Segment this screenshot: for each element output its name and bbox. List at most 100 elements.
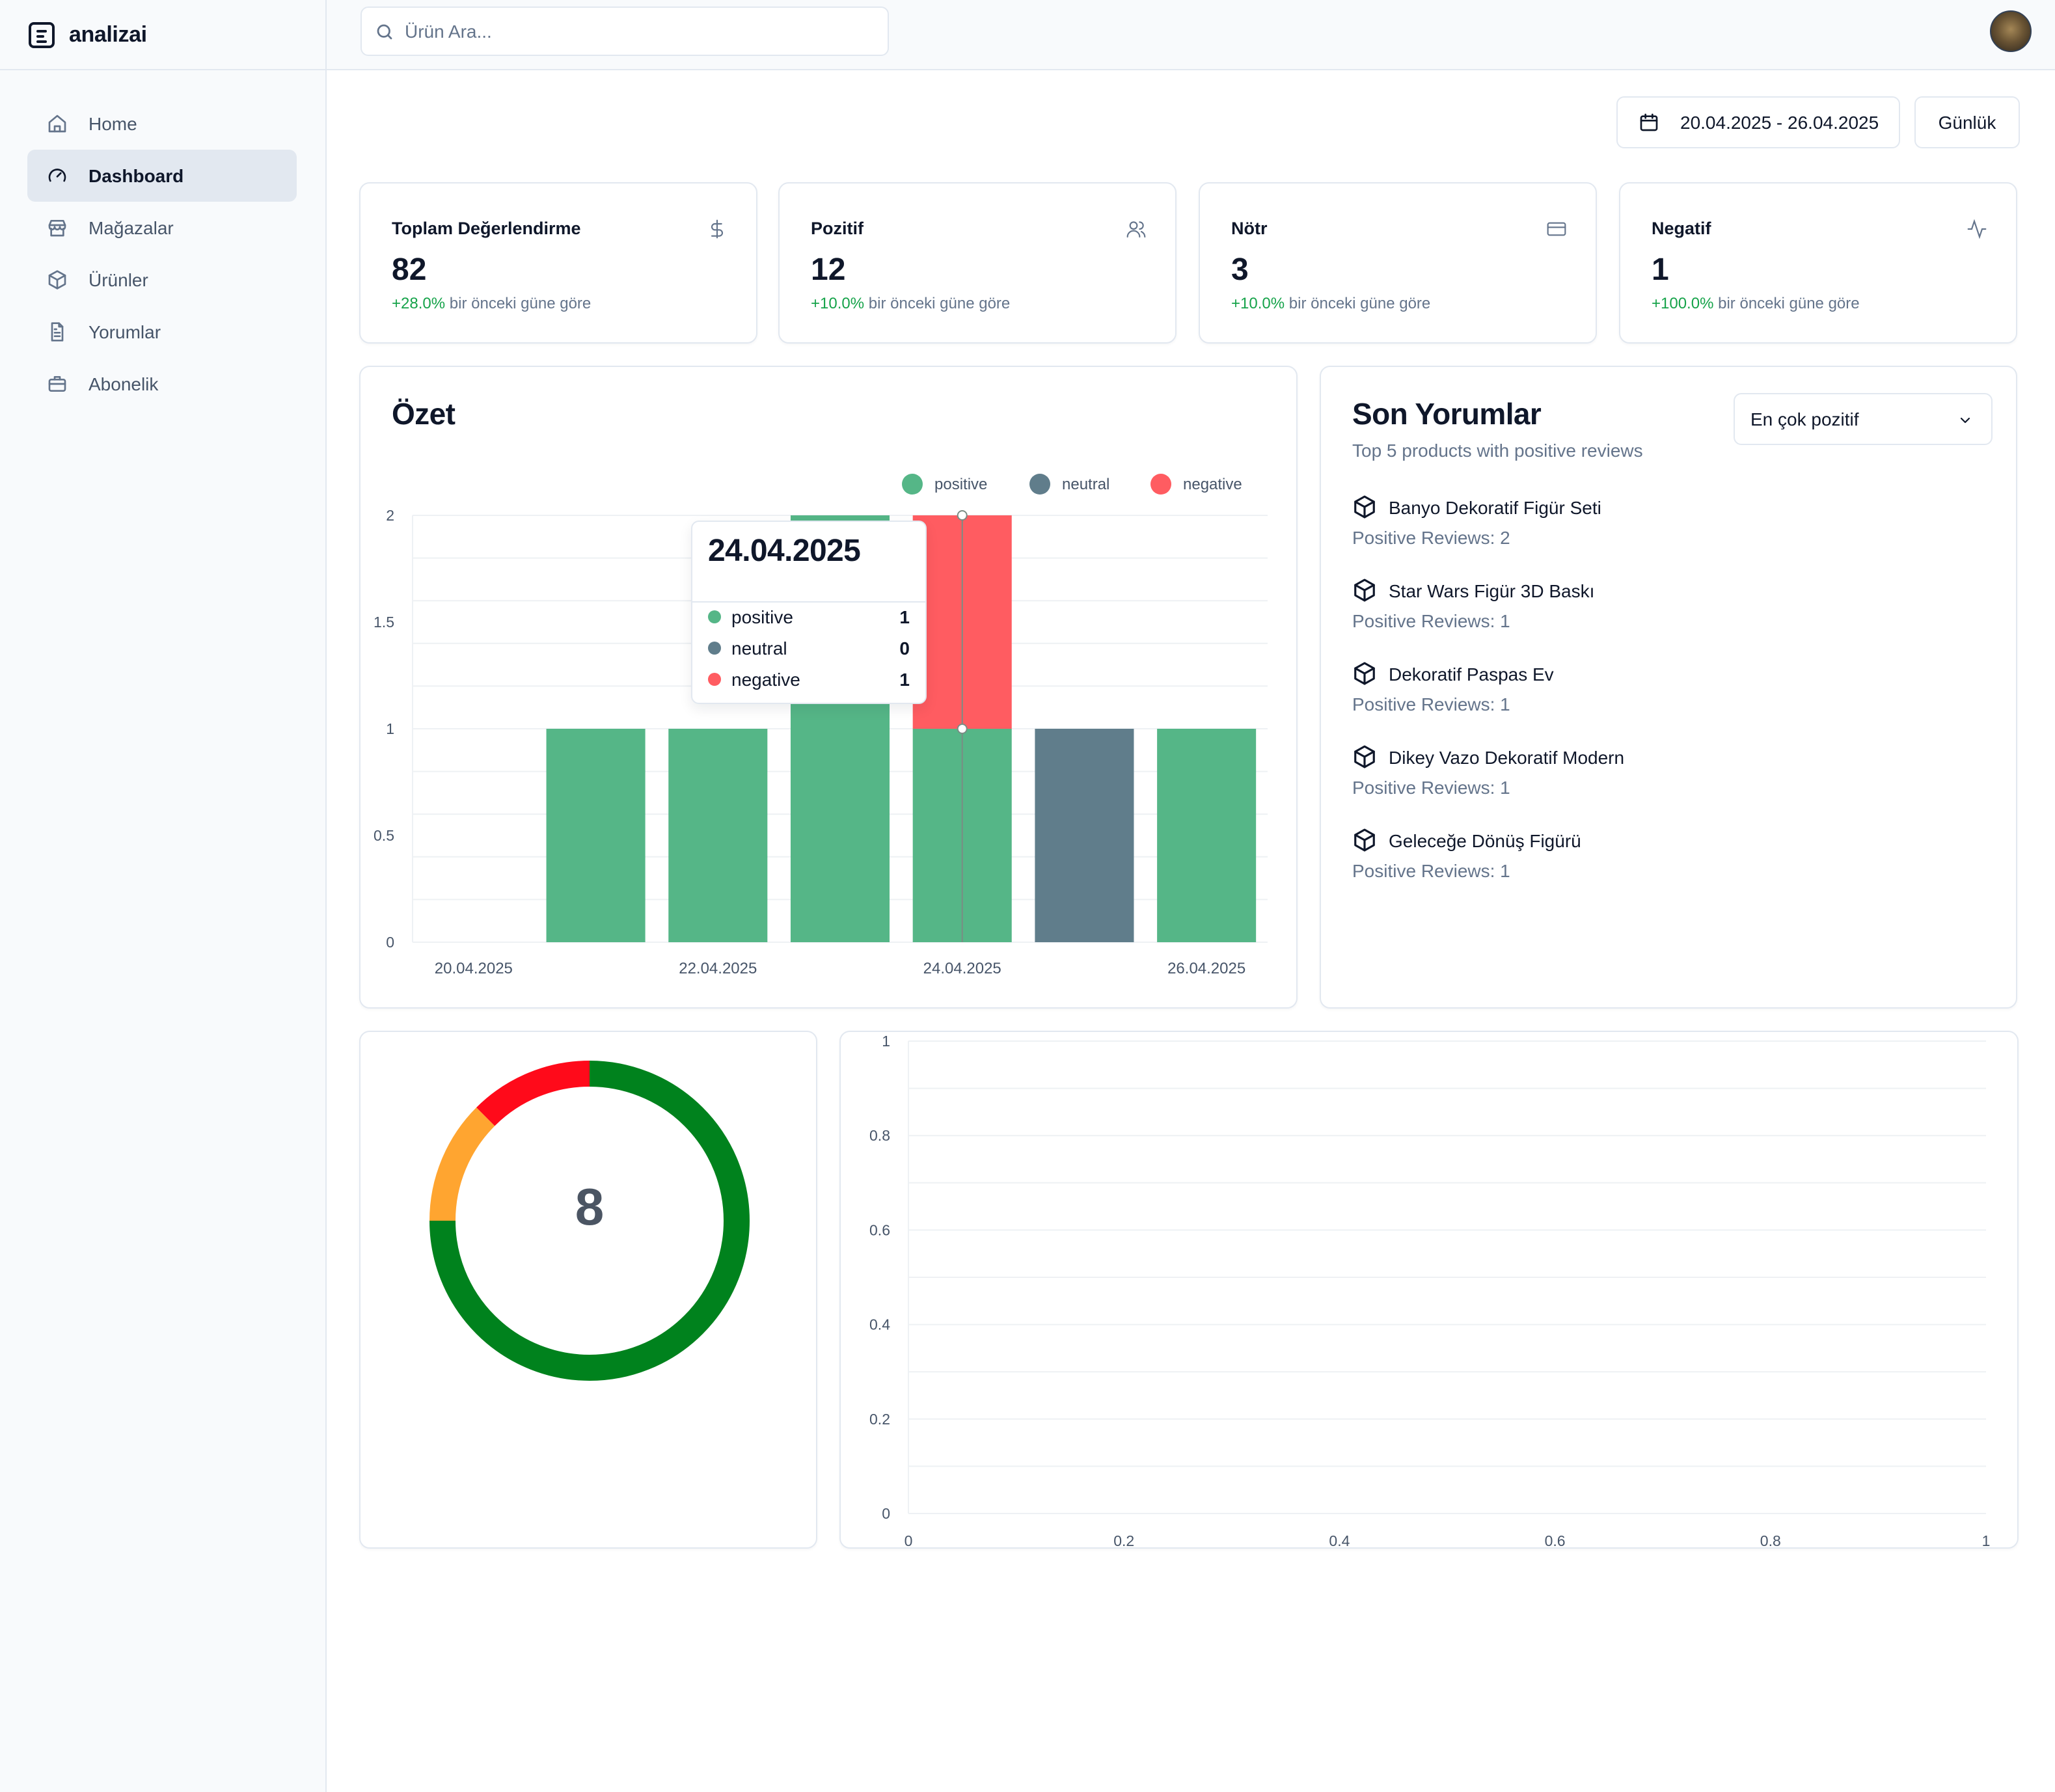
legend-swatch xyxy=(1150,474,1171,495)
y-tick-label: 0.8 xyxy=(869,1127,890,1144)
stat-title: Toplam Değerlendirme xyxy=(392,219,581,238)
package-icon xyxy=(1354,745,1375,768)
gauge-icon xyxy=(47,165,68,186)
y-tick-label: 0.2 xyxy=(869,1411,890,1428)
legend-positive[interactable]: positive xyxy=(902,474,987,495)
sidebar-item-reviews[interactable]: Yorumlar xyxy=(27,306,297,358)
y-tick-label: 2 xyxy=(386,507,394,524)
stat-delta: +10.0% bir önceki güne göre xyxy=(1231,294,1431,312)
sidebar-item-dashboard[interactable]: Dashboard xyxy=(27,150,297,202)
date-range-picker[interactable]: 20.04.2025 - 26.04.2025 xyxy=(1616,96,1900,148)
stat-delta: +100.0% bir önceki güne göre xyxy=(1652,294,1860,312)
package-icon xyxy=(1354,578,1375,602)
main-content: 20.04.2025 - 26.04.2025 Günlük Toplam De… xyxy=(327,70,2055,1792)
review-item[interactable]: Dekoratif Paspas Ev Positive Reviews: 1 xyxy=(1352,661,1554,714)
reviews-title: Son Yorumlar xyxy=(1352,397,1542,431)
tooltip-row: positive 1 xyxy=(708,604,910,630)
stat-card-positive: Pozitif 12 +10.0% bir önceki güne göre xyxy=(778,182,1177,344)
review-item[interactable]: Dikey Vazo Dekoratif Modern Positive Revi… xyxy=(1352,744,1624,798)
legend-negative[interactable]: negative xyxy=(1150,474,1242,495)
bar-positive xyxy=(546,729,646,942)
stat-card-negative: Negatif 1 +100.0% bir önceki güne göre xyxy=(1619,182,2017,344)
reviews-filter-select[interactable]: En çok pozitif xyxy=(1734,393,1993,445)
bar-positive xyxy=(1157,729,1257,942)
briefcase-icon xyxy=(47,373,68,394)
avatar[interactable] xyxy=(1990,10,2032,52)
sidebar-item-label: Home xyxy=(88,113,137,134)
y-tick-label: 1 xyxy=(386,720,394,737)
donut-slice xyxy=(429,1107,495,1221)
sidebar-item-label: Ürünler xyxy=(88,269,148,290)
sidebar-item-label: Abonelik xyxy=(88,373,159,394)
y-tick-label: 1 xyxy=(882,1033,890,1050)
search-input[interactable] xyxy=(405,21,873,42)
x-tick-label: 26.04.2025 xyxy=(1167,960,1245,977)
stat-delta: +10.0% bir önceki güne göre xyxy=(811,294,1011,312)
logo-icon xyxy=(29,21,55,48)
sidebar-item-label: Dashboard xyxy=(88,165,184,186)
stat-card-neutral: Nötr 3 +10.0% bir önceki güne göre xyxy=(1199,182,1597,344)
review-count: Positive Reviews: 1 xyxy=(1352,860,1510,881)
stat-value: 82 xyxy=(392,252,427,288)
legend-swatch xyxy=(1029,474,1050,495)
review-product-name: Star Wars Figür 3D Baskı xyxy=(1352,578,1594,603)
sidebar-item-label: Yorumlar xyxy=(88,321,161,342)
x-tick-label: 0.2 xyxy=(1113,1532,1134,1549)
x-tick-label: 0.6 xyxy=(1545,1532,1566,1549)
review-product-name: Dekoratif Paspas Ev xyxy=(1352,661,1554,686)
sentiment-donut-chart[interactable] xyxy=(361,1032,819,1550)
chevron-down-icon xyxy=(1960,417,1970,424)
calendar-icon xyxy=(1640,113,1658,131)
sidebar: analizai Home Dashboard Mağazalar xyxy=(0,0,327,1792)
credit-card-icon xyxy=(1547,222,1566,236)
tooltip-row: neutral 0 xyxy=(708,635,910,661)
app-name: analizai xyxy=(69,21,147,46)
sidebar-item-stores[interactable]: Mağazalar xyxy=(27,202,297,254)
stat-value: 12 xyxy=(811,252,846,288)
review-item[interactable]: Star Wars Figür 3D Baskı Positive Reviews… xyxy=(1352,578,1594,631)
hover-point xyxy=(957,510,968,521)
review-count: Positive Reviews: 1 xyxy=(1352,777,1510,798)
package-icon xyxy=(1354,662,1375,685)
review-product-name: Geleceğe Dönüş Figürü xyxy=(1352,828,1581,852)
x-tick-label: 0.8 xyxy=(1760,1532,1781,1549)
x-tick-label: 0 xyxy=(905,1532,913,1549)
activity-icon xyxy=(1967,219,1987,239)
stat-value: 1 xyxy=(1652,252,1669,288)
brand[interactable]: analizai xyxy=(0,0,325,70)
topbar xyxy=(327,0,2055,70)
file-text-icon xyxy=(47,321,68,342)
y-tick-label: 0 xyxy=(386,934,394,951)
y-tick-label: 1.5 xyxy=(374,614,394,631)
stat-title: Negatif xyxy=(1652,219,1711,238)
review-count: Positive Reviews: 1 xyxy=(1352,610,1510,631)
review-item[interactable]: Banyo Dekoratif Figür Seti Positive Revie… xyxy=(1352,495,1601,548)
x-tick-label: 20.04.2025 xyxy=(435,960,513,977)
stat-card-total: Toplam Değerlendirme 82 +28.0% bir öncek… xyxy=(359,182,757,344)
review-product-name: Banyo Dekoratif Figür Seti xyxy=(1352,495,1601,519)
x-tick-label: 24.04.2025 xyxy=(923,960,1001,977)
legend-swatch xyxy=(902,474,923,495)
sidebar-item-subscription[interactable]: Abonelik xyxy=(27,358,297,410)
donut-slice xyxy=(429,1061,750,1381)
sidebar-item-home[interactable]: Home xyxy=(27,98,297,150)
home-icon xyxy=(47,113,68,134)
y-tick-label: 0 xyxy=(882,1505,890,1522)
store-icon xyxy=(47,217,68,238)
legend-neutral[interactable]: neutral xyxy=(1029,474,1109,495)
period-button[interactable]: Günlük xyxy=(1914,96,2020,148)
summary-card: Özet positive neutral negative 0 0.5 1 1.5 2… xyxy=(359,366,1298,1009)
stat-value: 3 xyxy=(1231,252,1249,288)
review-item[interactable]: Geleceğe Dönüş Figürü Positive Reviews: 1 xyxy=(1352,828,1581,881)
donut-card: 8 xyxy=(359,1031,817,1549)
y-tick-label: 0.5 xyxy=(374,827,394,844)
sidebar-item-products[interactable]: Ürünler xyxy=(27,254,297,306)
y-tick-label: 0.4 xyxy=(869,1316,890,1333)
y-tick-label: 0.6 xyxy=(869,1221,890,1238)
donut-center-value: 8 xyxy=(575,1179,605,1236)
donut-slice xyxy=(476,1061,590,1126)
stat-title: Nötr xyxy=(1231,219,1268,238)
empty-scatter-chart[interactable]: 0 0.2 0.4 0.6 0.8 1 0 0.2 0.4 0.6 0.8 1 xyxy=(841,1032,2020,1550)
search-box[interactable] xyxy=(361,7,889,56)
summary-title: Özet xyxy=(392,397,456,431)
